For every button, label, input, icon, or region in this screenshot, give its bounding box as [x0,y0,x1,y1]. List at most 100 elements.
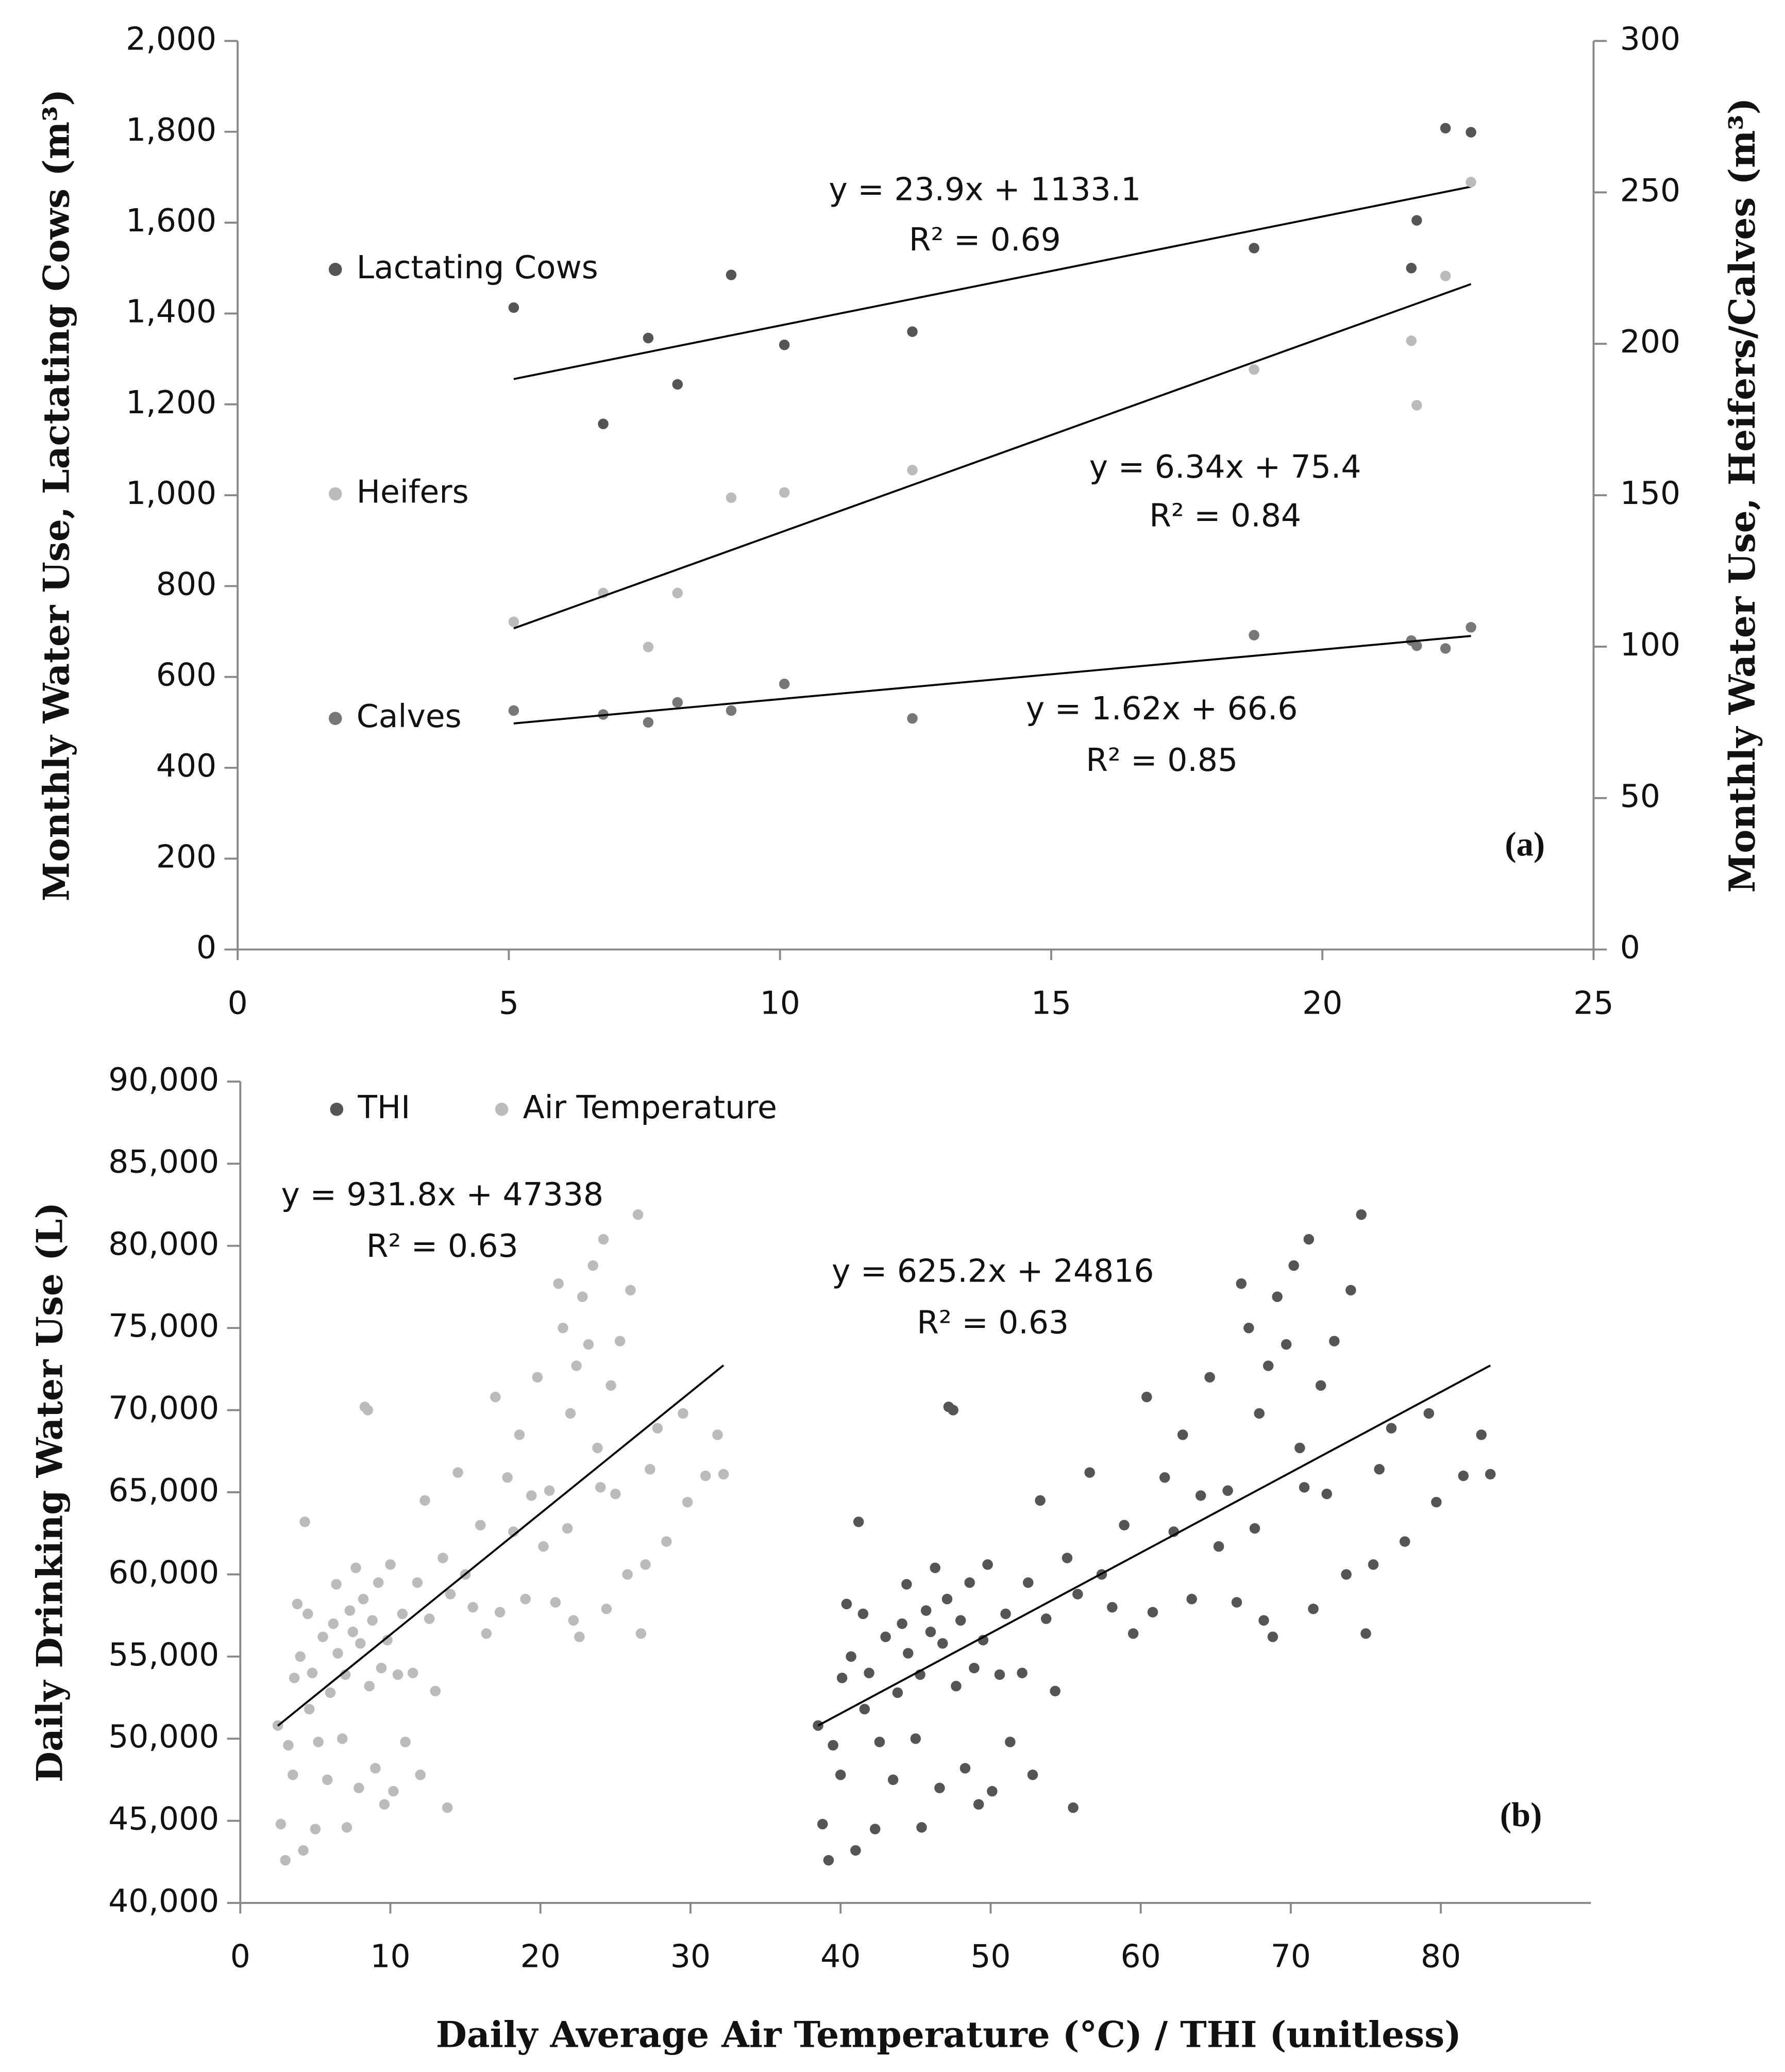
data-point [514,1429,525,1440]
data-point [817,1818,828,1830]
data-point [332,1648,343,1659]
data-point [1411,400,1422,411]
data-point [598,1234,609,1245]
annotation: R² = 0.63 [366,1227,518,1265]
data-point [1299,1482,1310,1493]
data-point [508,616,519,627]
data-point [920,1605,932,1616]
data-point [836,1672,848,1683]
data-point [1411,640,1422,651]
data-point [614,1336,626,1346]
y-tick-label: 1,800 [126,111,216,148]
data-point [415,1770,426,1780]
data-point [379,1799,390,1810]
x-tick-label: 5 [499,984,519,1021]
data-point [887,1774,899,1785]
y2-tick-label: 250 [1620,172,1680,209]
data-point [424,1613,435,1624]
data-point [595,1482,606,1493]
annotation: R² = 0.84 [1149,497,1301,534]
data-point [643,332,654,344]
y-tick-label: 80,000 [108,1225,219,1262]
data-point [1000,1608,1011,1620]
data-point [640,1559,651,1570]
y-tick-label: 90,000 [108,1061,219,1098]
data-point [643,717,654,728]
data-point [994,1669,1005,1680]
data-point [907,713,918,724]
data-point [1035,1495,1046,1506]
data-point [779,487,790,498]
data-point [1303,1234,1315,1245]
annotation: y = 6.34x + 75.4 [1089,448,1361,485]
data-point [610,1488,621,1500]
data-point [969,1662,980,1674]
data-point [1345,1285,1356,1296]
data-point [712,1429,723,1440]
data-point [362,1405,374,1416]
data-point [310,1824,321,1834]
data-point [1288,1260,1299,1271]
data-point [337,1733,348,1744]
x-tick-label: 0 [230,1938,250,1975]
annotation: y = 1.62x + 66.6 [1026,690,1298,727]
data-point [353,1782,364,1794]
legend-label: Calves [357,698,462,735]
data-point [726,705,737,716]
data-point [598,418,609,429]
data-point [520,1593,531,1605]
data-point [577,1291,588,1302]
data-point [1431,1496,1442,1508]
data-point [857,1608,869,1620]
data-point [280,1855,291,1866]
data-point [700,1470,711,1481]
data-point [587,1260,598,1271]
data-point [973,1799,984,1810]
data-point [583,1339,594,1350]
x-tick-label: 25 [1573,984,1613,1021]
data-point [1485,1469,1496,1480]
data-point [1386,1423,1397,1434]
trend-line [513,635,1471,725]
legend-label: Air Temperature [523,1089,777,1126]
data-point [382,1635,393,1646]
y-tick-label: 65,000 [108,1472,219,1509]
data-point [392,1669,403,1680]
data-point [355,1638,366,1649]
legend-marker [328,712,342,725]
data-point [892,1687,903,1698]
data-point [903,1648,914,1659]
data-point [562,1523,573,1534]
data-point [726,492,737,503]
annotation: R² = 0.85 [1086,742,1238,779]
data-point [1231,1597,1242,1608]
data-point [1440,123,1451,133]
y-tick-label: 1,600 [126,202,216,239]
data-point [1254,1408,1265,1419]
y-tick-label: 600 [156,656,216,694]
legend-marker [328,262,342,276]
data-point [779,339,790,350]
data-point [1017,1667,1028,1678]
data-point [494,1607,506,1618]
data-point [864,1667,874,1678]
y2-axis-title: Monthly Water Use, Heifers/Calves (m³) [1722,98,1763,893]
legend-label: Lactating Cows [357,249,598,286]
data-point [283,1740,294,1751]
data-point [1440,643,1451,654]
data-point [1249,243,1259,254]
data-point [445,1589,456,1599]
y2-tick-label: 150 [1620,475,1680,512]
data-point [880,1631,891,1642]
data-point [951,1680,962,1692]
y2-tick-label: 200 [1620,323,1680,360]
data-point [538,1541,549,1552]
data-point [1186,1593,1197,1605]
data-point [1062,1553,1073,1563]
data-point [322,1774,333,1785]
x-tick-label: 70 [1271,1938,1311,1975]
data-point [622,1569,633,1580]
y-tick-label: 85,000 [108,1143,219,1180]
data-point [508,302,519,313]
